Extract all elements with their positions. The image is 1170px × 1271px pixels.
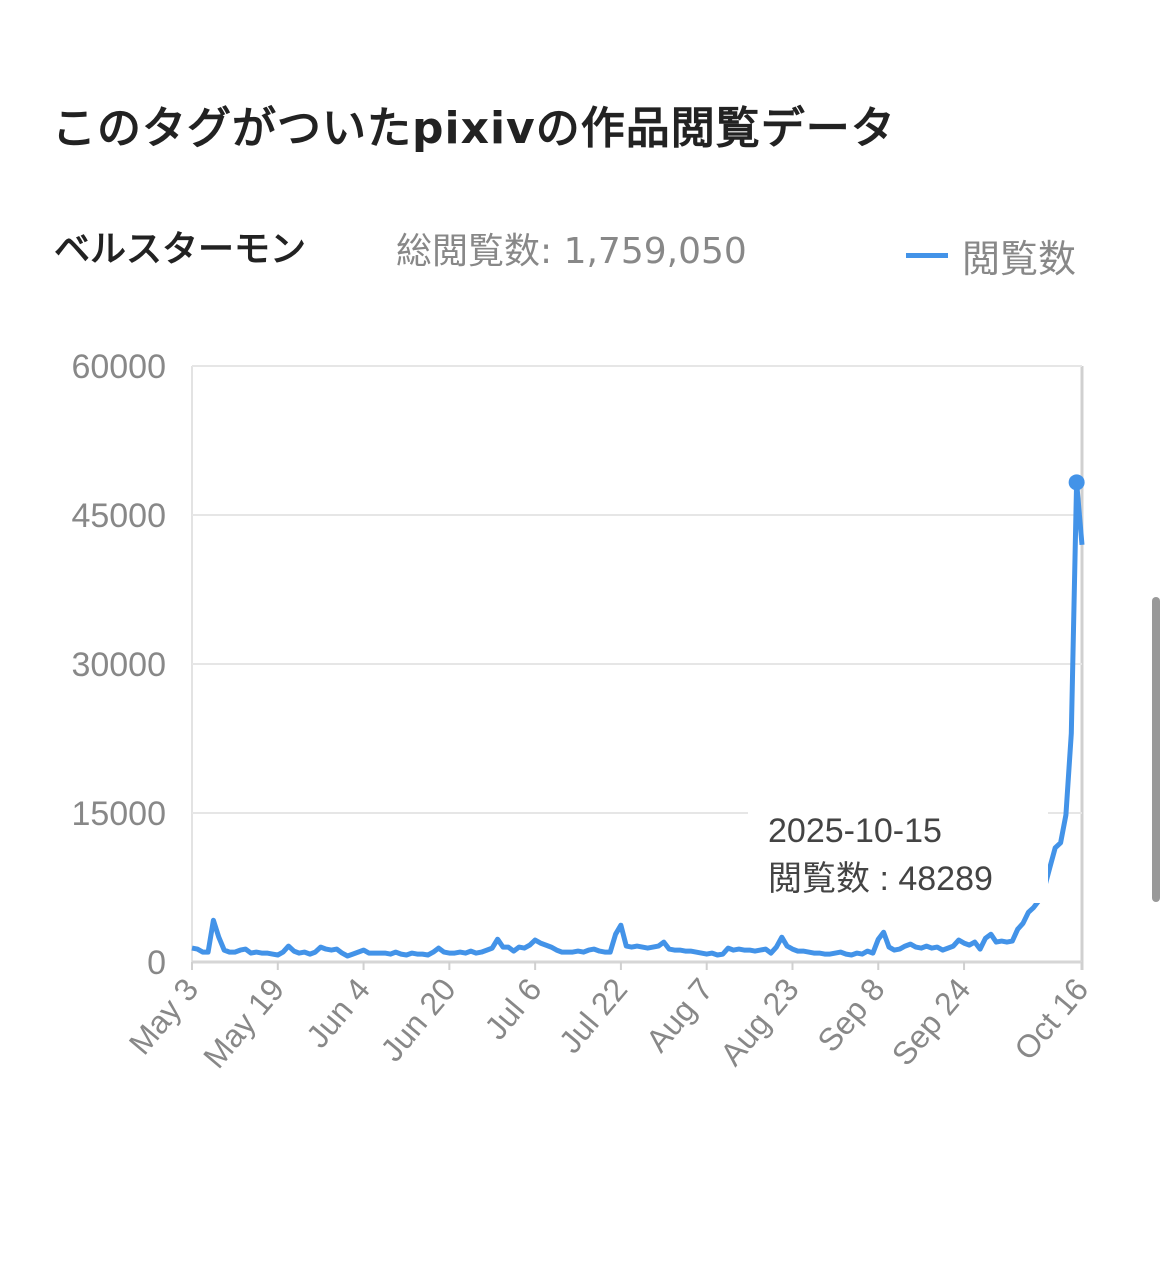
y-tick-label: 15000 (71, 795, 166, 833)
x-tick-label: Sep 24 (885, 971, 978, 1072)
highlighted-point[interactable] (1068, 474, 1085, 491)
x-tick-label: Aug 7 (639, 971, 720, 1058)
scrollbar[interactable] (1152, 597, 1160, 902)
x-tick-label: Jun 4 (299, 971, 377, 1054)
x-tick-label: Jun 20 (373, 971, 462, 1068)
x-tick-label: May 3 (122, 971, 206, 1061)
legend[interactable]: 閲覧数 (906, 228, 1076, 283)
page-title: このタグがついたpixivの作品閲覧データ (52, 103, 896, 154)
tag-name: ベルスターモン (54, 229, 307, 270)
tooltip: 2025-10-15 閲覧数 : 48289 (748, 803, 1048, 903)
x-tick-label: Sep 8 (810, 971, 891, 1058)
series-line[interactable] (191, 479, 1085, 959)
y-tick-label: 0 (147, 944, 166, 982)
x-tick-label: Aug 23 (713, 971, 806, 1072)
y-tick-label: 30000 (71, 646, 166, 684)
x-tick-label: Jul 6 (477, 971, 548, 1046)
y-tick-label: 45000 (71, 497, 166, 535)
x-tick-label: Jul 22 (552, 971, 634, 1060)
legend-swatch (906, 253, 948, 258)
x-tick-label: May 19 (196, 971, 291, 1075)
tooltip-date: 2025-10-15 (768, 812, 942, 850)
legend-label: 閲覧数 (962, 237, 1077, 281)
y-tick-label: 60000 (71, 348, 166, 386)
x-tick-label: Oct 16 (1007, 971, 1095, 1066)
tooltip-value: 閲覧数 : 48289 (768, 860, 993, 898)
total-views: 総閲覧数: 1,759,050 (396, 231, 747, 272)
